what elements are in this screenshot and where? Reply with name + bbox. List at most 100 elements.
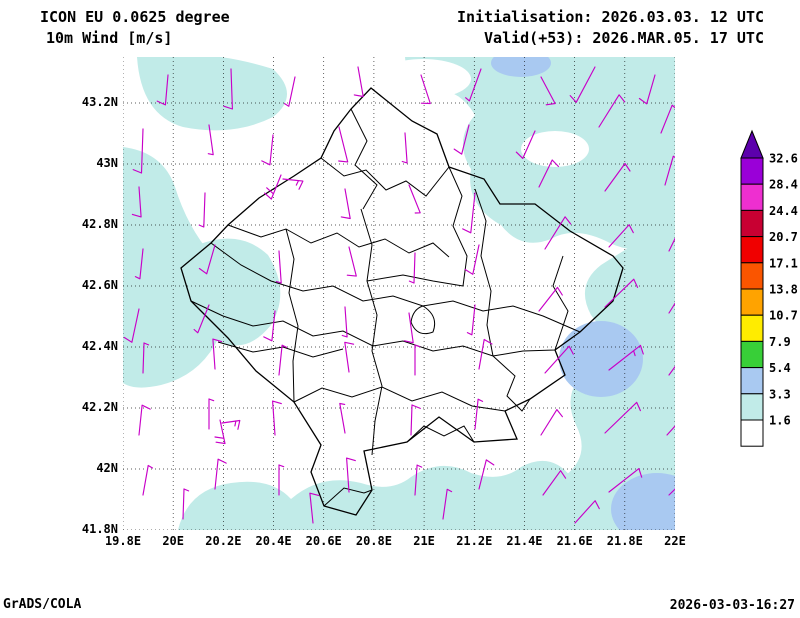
colorbar-label: 3.3	[769, 387, 791, 401]
wind-barb	[182, 488, 190, 520]
wind-barb	[340, 188, 351, 220]
x-tick-label: 20.4E	[255, 534, 292, 548]
shade-white-hole	[375, 59, 471, 99]
shade-cyan-leftband	[123, 147, 227, 388]
x-tick-label: 21.4E	[506, 534, 543, 548]
parameter-title: 10m Wind [m/s]	[46, 29, 173, 47]
wind-barb	[272, 400, 282, 436]
wind-barb	[346, 457, 356, 493]
colorbar-segment	[740, 209, 764, 238]
wind-barb	[123, 308, 140, 343]
colorbar-scale: 32.6 28.4 24.4 20.7 17.1 13.8 10.7 7.9 5.4 3.3 1.6	[740, 129, 798, 447]
x-tick-label: 20.2E	[205, 534, 242, 548]
wind-barb	[608, 468, 643, 493]
y-tick-label: 43N	[96, 156, 118, 170]
colorbar-segment	[740, 393, 764, 421]
wind-barb	[212, 338, 223, 370]
wind-barb	[538, 159, 560, 188]
wind-barb	[284, 76, 296, 107]
shade-cyan-topleft	[137, 53, 287, 131]
colorbar-label: 7.9	[769, 335, 791, 349]
shade-cyan-west	[192, 238, 281, 346]
y-tick-label: 41.8N	[81, 522, 118, 536]
wind-barb	[131, 186, 142, 218]
wind-barb	[598, 94, 626, 128]
wind-barb	[540, 76, 556, 106]
colorbar-segment	[740, 236, 764, 264]
wind-barb	[261, 134, 274, 166]
wind-barb	[338, 126, 349, 163]
wind-map	[122, 49, 703, 545]
creation-timestamp: 2026-03-03-16:27	[669, 598, 795, 613]
colorbar-label: 1.6	[769, 414, 791, 428]
wind-barb	[453, 124, 470, 155]
wind-barb	[608, 344, 644, 371]
colorbar-label: 17.1	[769, 256, 798, 270]
colorbar-label: 5.4	[769, 361, 791, 375]
wind-barb	[604, 162, 631, 192]
y-tick-label: 42.8N	[81, 217, 118, 231]
wind-barb	[198, 192, 206, 228]
y-tick-label: 42.4N	[81, 339, 118, 353]
wind-barb	[278, 464, 285, 496]
wind-barb	[134, 248, 144, 280]
wind-barb	[474, 398, 484, 430]
x-tick-label: 22E	[664, 534, 686, 548]
colorbar-segment	[740, 314, 764, 342]
wind-barb	[353, 66, 364, 98]
colorbar-label: 20.7	[769, 230, 798, 244]
wind-barb	[569, 66, 596, 103]
x-tick-label: 21E	[413, 534, 435, 548]
municipality-boundaries	[190, 108, 581, 507]
valid-time: Valid(+53): 2026.MAR.05. 17 UTC	[484, 29, 764, 47]
y-tick-label: 42N	[96, 461, 118, 475]
colorbar-segment	[740, 183, 764, 211]
wind-barb	[638, 74, 656, 105]
y-tick-label: 42.6N	[81, 278, 118, 292]
wind-barbs-layer	[123, 66, 694, 524]
colorbar-label: 24.4	[769, 204, 798, 218]
wind-speed-shading	[123, 49, 703, 545]
wind-barb	[339, 402, 346, 434]
wind-barb	[574, 500, 600, 524]
wind-barb	[198, 244, 216, 275]
x-tick-label: 20.8E	[355, 534, 392, 548]
wind-barb	[278, 344, 288, 376]
wind-barb	[142, 464, 154, 496]
wind-barb	[410, 404, 421, 436]
wind-barb	[208, 398, 215, 430]
admin-boundaries	[180, 87, 624, 516]
colorbar-segment	[740, 288, 764, 316]
colorbar-label: 28.4	[769, 178, 798, 192]
x-tick-label: 21.6E	[556, 534, 593, 548]
wind-barb	[542, 470, 567, 496]
wind-barb	[221, 419, 241, 430]
wind-barb	[465, 68, 482, 102]
wind-barb	[408, 252, 416, 284]
wind-barb	[420, 74, 431, 105]
wind-barb	[275, 250, 282, 284]
wind-barb	[263, 310, 276, 342]
wind-barb	[478, 338, 493, 370]
x-tick-label: 20E	[162, 534, 185, 548]
wind-barb	[544, 345, 574, 374]
wind-barb	[544, 216, 572, 250]
wind-barb	[540, 409, 563, 436]
colorbar-label: 10.7	[769, 309, 798, 323]
wind-barb	[515, 130, 536, 159]
title-block: ICON EU 0.0625 degree 10m Wind [m/s]	[40, 7, 230, 49]
wind-barb	[214, 419, 226, 445]
wind-barb	[214, 458, 227, 490]
wind-barb	[138, 404, 151, 436]
wind-barb	[156, 74, 169, 106]
wind-barb	[142, 342, 150, 374]
colorbar-segment	[740, 157, 764, 185]
wind-barb	[193, 304, 210, 334]
wind-barb	[132, 128, 144, 174]
wind-barb	[341, 306, 348, 338]
colorbar-segment	[740, 340, 764, 369]
colorbar: 32.6 28.4 24.4 20.7 17.1 13.8 10.7 7.9 5.4 3.3 1.6	[739, 128, 800, 462]
wind-barb	[604, 401, 641, 434]
colorbar-segment	[740, 262, 764, 290]
wind-barb	[408, 184, 421, 214]
